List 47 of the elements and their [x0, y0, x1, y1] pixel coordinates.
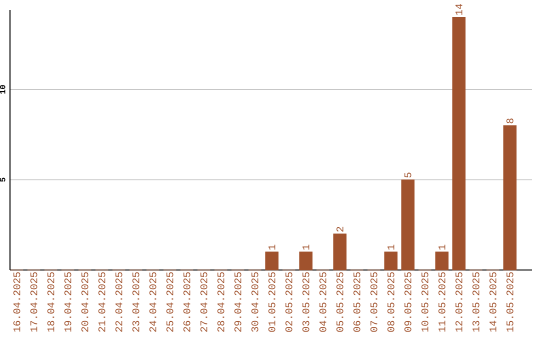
bar [401, 179, 415, 270]
data-label: 5 [404, 172, 412, 178]
x-tick-label: 03.05.2025 [302, 272, 310, 332]
x-tick-label: 28.04.2025 [217, 272, 224, 332]
x-tick-label: 10.05.2025 [421, 272, 428, 332]
x-tick-label: 11.05.2025 [438, 272, 446, 332]
data-label: 1 [438, 244, 446, 250]
x-tick-label: 24.04.2025 [149, 272, 156, 332]
x-tick-label: 22.04.2025 [115, 272, 122, 332]
x-tick-label: 16.04.2025 [13, 272, 20, 332]
x-tick-label: 25.04.2025 [166, 272, 174, 332]
bar [299, 252, 312, 270]
y-tick-label: 10 [0, 85, 6, 94]
data-label: 2 [336, 226, 344, 232]
bar [265, 252, 278, 270]
x-tick-label: 15.05.2025 [506, 272, 514, 332]
x-tick-label: 23.04.2025 [132, 272, 140, 332]
x-tick-label: 09.05.2025 [404, 272, 412, 332]
x-tick-label: 30.04.2025 [251, 272, 258, 332]
x-tick-label: 07.05.2025 [370, 272, 378, 332]
x-tick-label: 17.04.2025 [30, 272, 38, 332]
x-tick-label: 19.04.2025 [64, 272, 72, 332]
x-tick-label: 02.05.2025 [285, 272, 292, 332]
x-tick-label: 13.05.2025 [472, 272, 480, 332]
bar [333, 234, 347, 270]
x-tick-label: 20.04.2025 [81, 272, 88, 332]
x-tick-label: 27.04.2025 [200, 272, 208, 332]
x-tick-label: 18.04.2025 [47, 272, 54, 332]
data-label: 1 [302, 244, 310, 250]
x-tick-label: 14.05.2025 [489, 272, 496, 332]
x-tick-label: 05.05.2025 [336, 272, 344, 332]
data-label: 8 [506, 118, 514, 124]
x-tick-label: 04.05.2025 [319, 272, 326, 332]
x-tick-label: 12.05.2025 [455, 272, 462, 332]
bar [503, 125, 517, 270]
x-tick-label: 06.05.2025 [353, 272, 360, 332]
data-label: 1 [268, 244, 276, 250]
data-label: 14 [456, 4, 462, 15]
bar [452, 16, 466, 270]
bar [384, 252, 398, 270]
x-tick-label: 08.05.2025 [387, 272, 394, 332]
data-label: 1 [388, 244, 394, 250]
bar [435, 252, 449, 270]
x-tick-label: 29.04.2025 [234, 272, 242, 332]
x-tick-label: 21.04.2025 [98, 272, 106, 332]
x-tick-label: 26.04.2025 [183, 272, 190, 332]
x-tick-label: 01.05.2025 [268, 272, 276, 332]
